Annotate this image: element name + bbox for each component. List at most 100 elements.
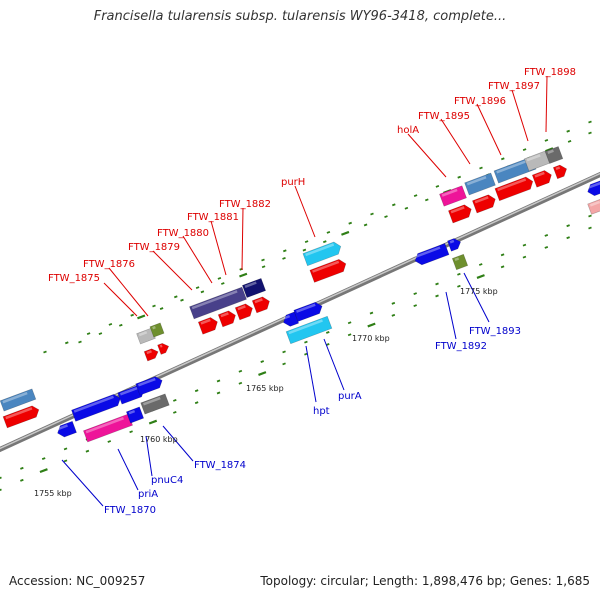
tick-mark bbox=[588, 226, 592, 230]
tick-mark bbox=[173, 295, 178, 299]
tick-mark bbox=[363, 223, 368, 227]
tick-mark bbox=[20, 478, 24, 482]
tick-mark bbox=[195, 286, 200, 290]
tick-mark bbox=[282, 256, 286, 260]
tick-mark bbox=[347, 321, 352, 325]
leader-line bbox=[108, 267, 149, 317]
tick-mark bbox=[522, 255, 527, 259]
tick-mark bbox=[107, 440, 112, 443]
tick-mark bbox=[217, 276, 222, 280]
tick-mark bbox=[476, 274, 485, 279]
tick-mark bbox=[347, 333, 352, 337]
tick-mark bbox=[39, 468, 48, 474]
gene-feature bbox=[448, 204, 472, 224]
tick-mark bbox=[326, 230, 331, 234]
tick-mark bbox=[367, 322, 376, 328]
gene-label-purh: purH bbox=[281, 177, 305, 188]
tick-mark bbox=[194, 401, 199, 405]
tick-mark bbox=[41, 457, 46, 460]
gene-feature bbox=[587, 197, 600, 215]
tick-mark bbox=[478, 263, 483, 266]
tick-mark bbox=[391, 301, 396, 305]
tick-mark bbox=[566, 224, 570, 228]
tick-mark bbox=[545, 147, 554, 153]
tick-mark bbox=[282, 362, 286, 366]
leader-line bbox=[440, 118, 471, 165]
gene-label-hpt: hpt bbox=[313, 406, 330, 417]
gene-feature bbox=[451, 253, 469, 271]
gene-feature bbox=[140, 393, 170, 415]
genome-summary-text: Topology: circular; Length: 1,898,476 bp… bbox=[260, 574, 590, 588]
tick-mark bbox=[369, 311, 374, 315]
gene-label-ftw-1882: FTW_1882 bbox=[219, 199, 271, 210]
scale-label: 1755 kbp bbox=[34, 489, 72, 498]
gene-feature bbox=[552, 164, 567, 180]
label-leader-lines bbox=[61, 75, 548, 507]
gene-feature bbox=[587, 178, 600, 197]
leader-line bbox=[182, 235, 213, 284]
gene-feature bbox=[251, 296, 270, 314]
gene-feature bbox=[494, 176, 534, 202]
tick-mark bbox=[566, 236, 570, 240]
gene-feature bbox=[241, 278, 267, 298]
tick-mark bbox=[152, 304, 156, 308]
gene-feature bbox=[283, 311, 300, 327]
leader-line bbox=[463, 272, 490, 323]
leader-line bbox=[294, 185, 316, 238]
gene-label-ftw-1879: FTW_1879 bbox=[128, 242, 180, 253]
gene-label-ftw-1875: FTW_1875 bbox=[48, 273, 100, 284]
map-title: Francisella tularensis subsp. tularensis… bbox=[93, 9, 507, 24]
tick-mark bbox=[370, 212, 374, 216]
leader-line bbox=[210, 220, 227, 276]
tick-mark bbox=[0, 476, 2, 479]
tick-mark bbox=[435, 282, 439, 286]
tick-mark bbox=[391, 203, 396, 207]
scale-label: 1775 kbp bbox=[460, 287, 498, 296]
leader-line bbox=[476, 103, 502, 156]
gene-feature bbox=[157, 342, 170, 355]
gene-feature bbox=[57, 420, 77, 438]
leader-line bbox=[445, 291, 457, 340]
gene-feature bbox=[302, 241, 342, 267]
tick-mark bbox=[567, 139, 572, 143]
accession-text: Accession: NC_009257 bbox=[9, 574, 146, 588]
gene-label-ftw-1874: FTW_1874 bbox=[194, 460, 246, 471]
tick-mark bbox=[544, 246, 549, 249]
tick-mark bbox=[159, 307, 164, 310]
tick-mark bbox=[118, 323, 123, 327]
tick-mark bbox=[98, 332, 103, 336]
tick-mark bbox=[261, 265, 266, 269]
gene-label-ftw-1892: FTW_1892 bbox=[435, 341, 487, 352]
tick-mark bbox=[180, 298, 184, 302]
gene-feature bbox=[447, 238, 461, 252]
gene-label-ftw-1893: FTW_1893 bbox=[469, 326, 521, 337]
tick-mark bbox=[566, 129, 571, 133]
gene-label-pura: purA bbox=[338, 391, 362, 402]
gene-label-ftw-1898: FTW_1898 bbox=[524, 67, 576, 78]
tick-mark bbox=[435, 294, 439, 298]
tick-mark bbox=[544, 138, 549, 142]
gene-feature bbox=[544, 146, 564, 164]
tick-mark bbox=[238, 369, 243, 373]
tick-mark bbox=[479, 166, 483, 170]
tick-mark bbox=[239, 272, 248, 278]
gene-feature bbox=[439, 185, 467, 207]
scale-labels: 1755 kbp 1760 kbp 1765 kbp 1770 kbp 1775 kbp bbox=[34, 287, 498, 498]
tick-mark bbox=[522, 243, 527, 247]
tick-mark bbox=[302, 248, 307, 252]
leader-line bbox=[305, 345, 317, 403]
gene-label-ftw-1880: FTW_1880 bbox=[157, 228, 209, 239]
tick-mark bbox=[173, 398, 177, 402]
gene-feature bbox=[135, 376, 163, 396]
tick-mark bbox=[63, 459, 68, 463]
tick-mark bbox=[148, 419, 158, 425]
tick-mark bbox=[173, 410, 177, 414]
gene-label-ftw-1870: FTW_1870 bbox=[104, 505, 156, 516]
gene-feature bbox=[0, 388, 37, 412]
scale-label: 1770 kbp bbox=[352, 334, 390, 343]
tick-mark bbox=[588, 120, 592, 124]
tick-mark bbox=[43, 350, 47, 354]
tick-mark bbox=[413, 304, 417, 308]
gene-feature bbox=[83, 413, 133, 443]
